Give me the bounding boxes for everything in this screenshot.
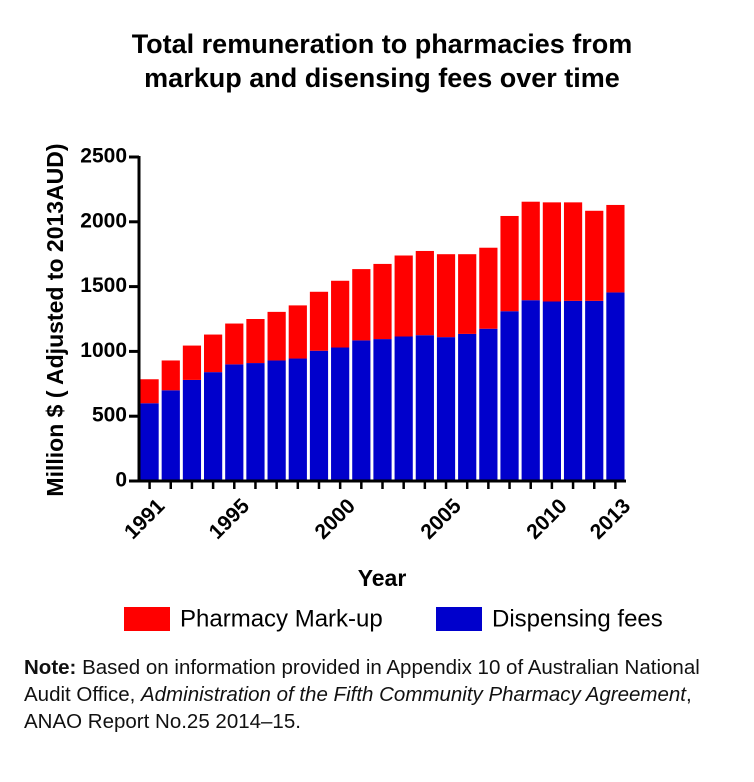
bar-pharmacy-mark-up-2007 — [479, 247, 498, 329]
bar-dispensing-fees-2003 — [394, 336, 413, 481]
note-report-title: Administration of the Fifth Community Ph… — [140, 683, 686, 706]
bar-pharmacy-mark-up-2002 — [373, 263, 392, 340]
x-tick-label-2010: 2010 — [522, 494, 571, 543]
x-axis-label: Year — [358, 565, 407, 591]
y-axis: 0 500 1000 1500 2000 2500 — [80, 145, 141, 492]
y-tick-label-2500: 2500 — [80, 145, 127, 168]
x-tick-label-1995: 1995 — [205, 494, 255, 544]
bar-pharmacy-mark-up-2011 — [563, 202, 583, 301]
legend-label-pharmacy-mark-up: Pharmacy Mark-up — [180, 605, 383, 632]
source-note: Note: Based on information provided in A… — [24, 654, 739, 735]
bar-pharmacy-mark-up-1997 — [267, 311, 286, 361]
legend: Pharmacy Mark-up Dispensing fees — [124, 605, 663, 632]
bar-dispensing-fees-2009 — [521, 300, 540, 481]
bar-pharmacy-mark-up-2013 — [606, 204, 625, 293]
bar-dispensing-fees-2000 — [331, 347, 350, 481]
y-tick-label-1500: 1500 — [80, 274, 127, 297]
bar-pharmacy-mark-up-2005 — [436, 254, 456, 338]
bar-dispensing-fees-1993 — [182, 379, 202, 481]
bar-pharmacy-mark-up-1993 — [182, 345, 202, 380]
legend-swatch-dispensing-fees — [436, 607, 482, 631]
bar-dispensing-fees-1995 — [225, 364, 244, 481]
bar-dispensing-fees-2007 — [479, 328, 498, 481]
y-tick-label-1000: 1000 — [80, 339, 127, 362]
y-tick-label-500: 500 — [92, 404, 127, 427]
x-tick-label-2000: 2000 — [311, 494, 360, 543]
bar-dispensing-fees-2004 — [415, 335, 434, 481]
bar-dispensing-fees-1996 — [246, 363, 265, 481]
bar-pharmacy-mark-up-1994 — [204, 334, 223, 373]
bar-dispensing-fees-1994 — [204, 372, 223, 481]
chart: Total remuneration to pharmacies from ma… — [42, 29, 663, 632]
bar-dispensing-fees-2006 — [458, 333, 477, 481]
bar-dispensing-fees-2005 — [436, 337, 456, 481]
bar-dispensing-fees-2002 — [373, 339, 392, 481]
bar-dispensing-fees-1992 — [161, 390, 180, 481]
note-text-2: , ANAO Report No.25 2014–15. — [24, 683, 692, 733]
bar-pharmacy-mark-up-2003 — [394, 255, 413, 337]
x-axis: 1991 1995 2000 2005 2010 2013 — [120, 479, 635, 544]
y-axis-label: Million $ ( Adjusted to 2013AUD) — [42, 143, 68, 496]
bar-pharmacy-mark-up-1998 — [288, 305, 307, 359]
bar-pharmacy-mark-up-2006 — [458, 254, 477, 334]
bar-pharmacy-mark-up-1992 — [161, 360, 180, 391]
bar-dispensing-fees-1998 — [288, 358, 307, 481]
y-tick-label-2000: 2000 — [80, 209, 127, 232]
bars-layer — [140, 201, 625, 481]
chart-title-line-1: Total remuneration to pharmacies from — [132, 29, 633, 59]
bar-dispensing-fees-2013 — [606, 292, 625, 481]
x-tick-label-2013: 2013 — [586, 494, 635, 543]
chart-title-line-2: markup and disensing fees over time — [144, 63, 620, 93]
bar-pharmacy-mark-up-2010 — [542, 202, 561, 302]
x-tick-label-2005: 2005 — [416, 494, 466, 544]
note-text-1: Based on information provided in Appendi… — [24, 656, 700, 706]
bar-dispensing-fees-1991 — [140, 403, 159, 481]
bar-pharmacy-mark-up-1995 — [225, 323, 244, 365]
bar-pharmacy-mark-up-2004 — [415, 250, 434, 336]
bar-pharmacy-mark-up-1991 — [140, 379, 159, 404]
bar-pharmacy-mark-up-2000 — [331, 280, 350, 348]
legend-label-dispensing-fees: Dispensing fees — [492, 605, 663, 632]
bar-dispensing-fees-2010 — [542, 301, 561, 481]
bar-pharmacy-mark-up-1999 — [309, 291, 329, 351]
x-tick-label-1991: 1991 — [120, 494, 170, 544]
bar-dispensing-fees-1997 — [267, 360, 286, 481]
bar-pharmacy-mark-up-2001 — [352, 269, 371, 341]
bar-dispensing-fees-2011 — [563, 300, 583, 481]
bar-pharmacy-mark-up-2012 — [585, 210, 604, 301]
bar-dispensing-fees-1999 — [309, 350, 329, 481]
bar-pharmacy-mark-up-2008 — [500, 215, 519, 312]
bar-dispensing-fees-2008 — [500, 311, 519, 481]
note-label: Note: — [24, 656, 77, 679]
legend-swatch-pharmacy-mark-up — [124, 607, 170, 631]
y-tick-label-0: 0 — [115, 469, 127, 492]
bar-pharmacy-mark-up-1996 — [246, 319, 265, 364]
bar-dispensing-fees-2012 — [585, 300, 604, 481]
bar-pharmacy-mark-up-2009 — [521, 201, 540, 301]
bar-dispensing-fees-2001 — [352, 340, 371, 481]
